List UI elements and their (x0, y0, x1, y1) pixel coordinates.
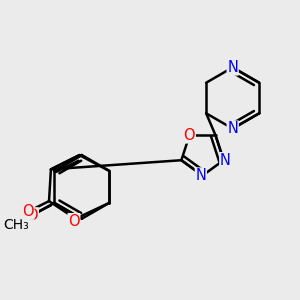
Text: O: O (22, 204, 34, 219)
Text: N: N (227, 121, 238, 136)
Text: O: O (27, 208, 38, 223)
Text: CH₃: CH₃ (4, 218, 29, 232)
Text: N: N (195, 168, 206, 183)
Text: O: O (184, 128, 195, 143)
Text: N: N (220, 153, 231, 168)
Text: N: N (227, 60, 238, 75)
Text: O: O (68, 214, 80, 229)
